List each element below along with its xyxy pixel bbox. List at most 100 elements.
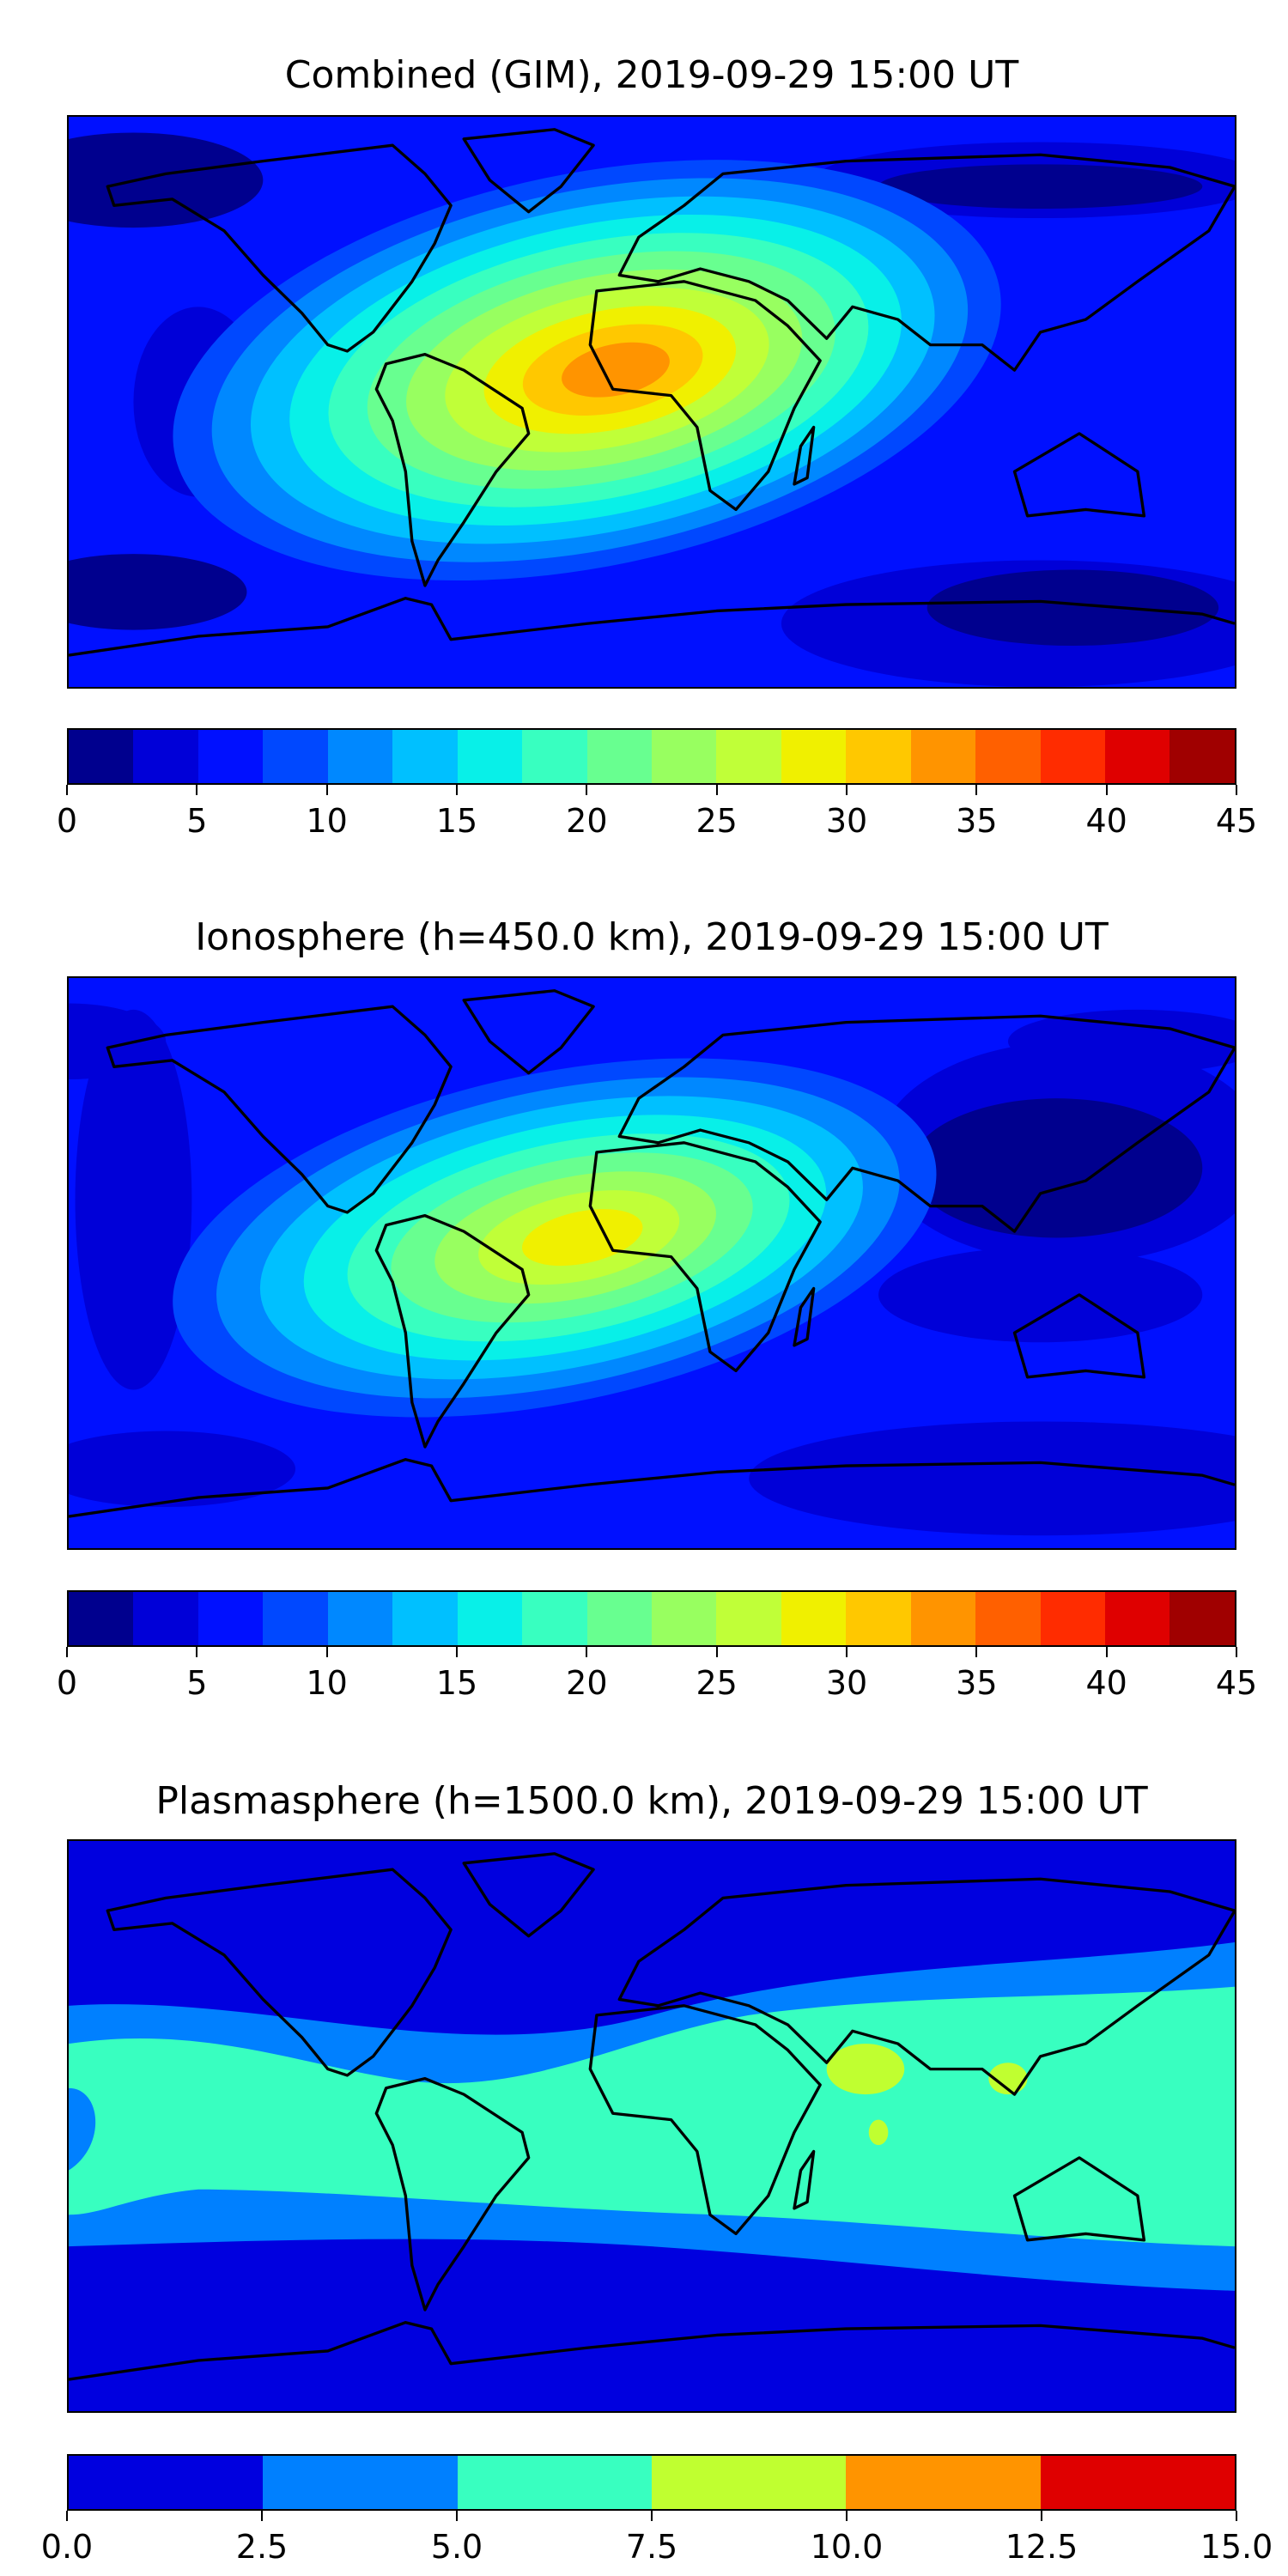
- coastline: [106, 1868, 453, 2077]
- tick-label: 0: [56, 802, 78, 840]
- chart-title: Plasmasphere (h=1500.0 km), 2019-09-29 1…: [155, 1779, 1148, 1823]
- colorbar-segment: [1040, 2456, 1235, 2509]
- tick-mark: [325, 785, 328, 795]
- contour-fill: [927, 569, 1219, 647]
- coastline: [462, 989, 595, 1075]
- tick-mark: [456, 2511, 458, 2521]
- tick-label: 45: [1215, 1664, 1258, 1702]
- map-ionosphere: [67, 976, 1236, 1550]
- contour-fill: [69, 1431, 296, 1508]
- tick-mark: [846, 785, 848, 795]
- colorbar-segment: [651, 2456, 847, 2509]
- tick-label: 10.0: [810, 2528, 884, 2566]
- tick-mark: [846, 1647, 848, 1657]
- contour-fill: [75, 1009, 192, 1390]
- colorbar-segment: [846, 730, 911, 783]
- coastline: [69, 1458, 1235, 1518]
- tick-label: 45: [1215, 802, 1258, 840]
- contour-fill: [69, 1003, 167, 1080]
- tick-mark: [975, 1647, 978, 1657]
- tick-label: 20: [566, 802, 608, 840]
- contour-fill: [868, 2119, 889, 2146]
- coastline: [588, 280, 822, 512]
- colorbar-ticks: 0.0 2.5 5.0 7.5 10.0 12.5 15.0: [41, 2511, 1273, 2566]
- colorbar-segment: [1105, 730, 1170, 783]
- colorbar-segment: [1040, 730, 1105, 783]
- colorbar-segment: [1040, 1592, 1105, 1645]
- contour-fill: [1007, 1009, 1235, 1073]
- tick-mark: [1105, 785, 1108, 795]
- coastline: [793, 1286, 816, 1347]
- coastline: [1012, 432, 1146, 518]
- tick-label: 25: [696, 802, 738, 840]
- tick-label: 35: [956, 1664, 998, 1702]
- colorbar-segment: [69, 730, 134, 783]
- colorbar-segment: [651, 1592, 717, 1645]
- colorbar-segment: [781, 1592, 847, 1645]
- tick-label: 12.5: [1005, 2528, 1078, 2566]
- tick-label: 25: [696, 1664, 738, 1702]
- colorbar-segment: [327, 1592, 393, 1645]
- coastline: [462, 1852, 595, 1938]
- contour-fill: [826, 2044, 905, 2095]
- tick-label: 20: [566, 1664, 608, 1702]
- tick-label: 30: [825, 1664, 868, 1702]
- coastline: [588, 2004, 822, 2236]
- colorbar-segment: [197, 730, 264, 783]
- colorbar-segment: [263, 2456, 458, 2509]
- tick-label: 10: [306, 802, 348, 840]
- tick-label: 40: [1085, 1664, 1127, 1702]
- colorbar-segment: [975, 1592, 1041, 1645]
- tick-mark: [66, 2511, 68, 2521]
- contour-fill: [562, 342, 670, 398]
- tick-label: 40: [1085, 802, 1127, 840]
- coastline: [617, 1014, 1235, 1233]
- coastline: [69, 2321, 1235, 2381]
- coastline: [106, 143, 453, 353]
- tick-mark: [196, 1647, 198, 1657]
- colorbar-segment: [846, 2456, 1041, 2509]
- map-plasmasphere: [67, 1839, 1236, 2413]
- tick-mark: [1105, 1647, 1108, 1657]
- colorbar-segment: [1105, 1592, 1170, 1645]
- coastline: [617, 1877, 1235, 2096]
- tick-mark: [715, 785, 718, 795]
- colorbar-segment: [846, 1592, 911, 1645]
- tick-mark: [586, 1647, 588, 1657]
- coastline: [588, 1141, 822, 1373]
- tick-mark: [261, 2511, 263, 2521]
- tick-mark: [325, 1647, 328, 1657]
- coastline: [374, 353, 531, 587]
- colorbar-segment: [69, 1592, 134, 1645]
- tick-mark: [1041, 2511, 1042, 2521]
- tick-label: 10: [306, 1664, 348, 1702]
- colorbar-segment: [1170, 1592, 1235, 1645]
- tick-label: 30: [825, 802, 868, 840]
- tick-label: 15: [435, 802, 478, 840]
- coastline: [462, 128, 595, 214]
- tick-mark: [715, 1647, 718, 1657]
- tick-label: 5: [186, 802, 208, 840]
- map-svg: [69, 1841, 1235, 2411]
- colorbar: [67, 2454, 1236, 2511]
- colorbar-segment: [1170, 730, 1235, 783]
- tick-mark: [586, 785, 588, 795]
- colorbar-segment: [457, 2456, 652, 2509]
- coastline: [374, 1214, 531, 1449]
- tick-mark: [456, 785, 458, 795]
- tick-mark: [846, 2511, 848, 2521]
- colorbar-segment: [69, 2456, 264, 2509]
- coastline: [617, 153, 1235, 372]
- colorbar-segment: [522, 730, 587, 783]
- colorbar-segment: [522, 1592, 587, 1645]
- tick-mark: [1236, 2511, 1237, 2521]
- colorbar-segment: [910, 730, 976, 783]
- contour-fill: [988, 2063, 1028, 2095]
- colorbar-segment: [651, 730, 717, 783]
- colorbar-segment: [716, 730, 781, 783]
- tick-mark: [66, 785, 68, 795]
- tick-mark: [196, 785, 198, 795]
- tick-label: 0.0: [40, 2528, 94, 2566]
- chart-title: Ionosphere (h=450.0 km), 2019-09-29 15:0…: [195, 915, 1109, 959]
- tick-mark: [1236, 1647, 1237, 1657]
